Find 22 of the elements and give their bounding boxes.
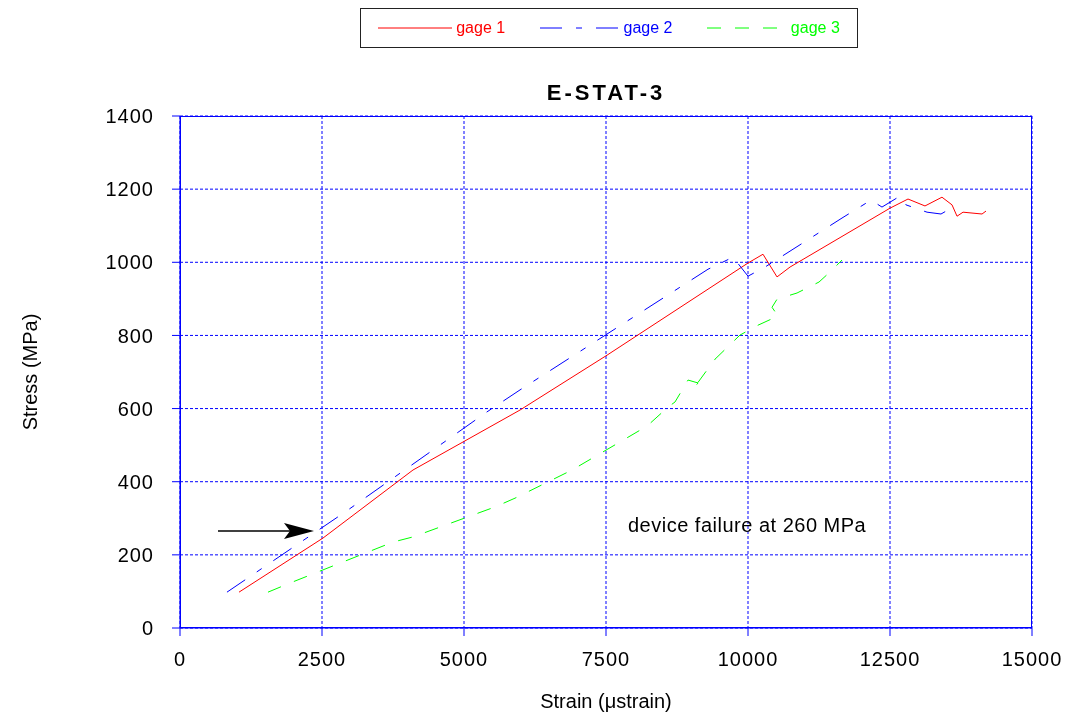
chart-title: E-STAT-3: [545, 80, 667, 106]
x-tick-label: 12500: [859, 648, 921, 671]
y-tick-label: 0: [141, 617, 154, 640]
y-axis-title: Stress (MPa): [19, 313, 42, 431]
y-tick-label: 1200: [105, 178, 154, 201]
x-tick-label: 2500: [297, 648, 347, 671]
legend-label: gage 2: [623, 19, 673, 37]
legend-label: gage 1: [456, 19, 506, 37]
x-tick-label: 15000: [1001, 648, 1063, 671]
y-tick-label: 800: [117, 324, 154, 347]
x-axis-title: Strain (μstrain): [540, 690, 672, 712]
y-tick-label: 400: [117, 470, 154, 493]
legend-label: gage 3: [790, 19, 840, 37]
x-tick-label: 10000: [717, 648, 779, 671]
x-tick-label: 7500: [581, 648, 631, 671]
x-tick-label: 0: [173, 648, 187, 671]
y-tick-label: 200: [117, 543, 154, 566]
y-tick-label: 600: [117, 397, 154, 420]
annotation: device failure at 260 MPa: [628, 514, 867, 537]
x-tick-label: 5000: [439, 648, 489, 671]
y-tick-label: 1400: [105, 105, 154, 128]
y-tick-label: 1000: [105, 251, 154, 274]
